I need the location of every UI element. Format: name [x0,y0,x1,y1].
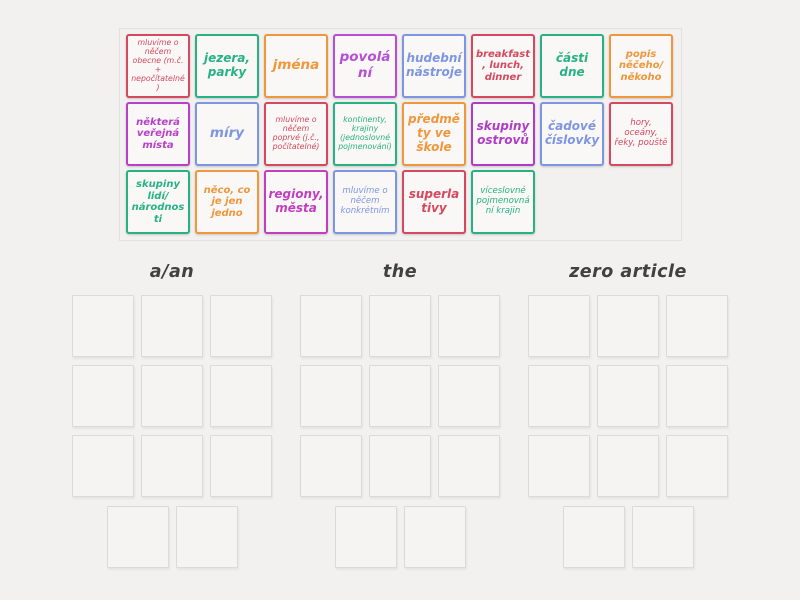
drop-slot[interactable] [666,365,728,427]
drop-slot[interactable] [72,435,134,497]
sort-card[interactable]: jména [264,34,328,98]
drop-slot[interactable] [141,295,203,357]
drop-slot[interactable] [141,365,203,427]
drop-slot[interactable] [141,435,203,497]
sort-card[interactable]: předměty ve škole [402,102,466,166]
sort-card[interactable]: mluvíme o něčem obecne (m.č. + nepočítat… [126,34,190,98]
drop-slot[interactable] [528,435,590,497]
sort-card[interactable]: skupiny ostrovů [471,102,535,166]
slot-grid [300,295,500,497]
sort-card[interactable]: mluvíme o něčem konkrétním [333,170,397,234]
drop-slot[interactable] [666,435,728,497]
sort-card[interactable]: hudební nástroje [402,34,466,98]
slot-extra-row [72,506,272,568]
drop-slot[interactable] [562,506,625,568]
category-header-the: the [382,262,418,282]
sort-card[interactable]: části dne [540,34,604,98]
drop-slot[interactable] [597,295,659,357]
drop-slot[interactable] [666,295,728,357]
sort-card[interactable]: něco, co je jen jedno [195,170,259,234]
sort-card[interactable]: jezera, parky [195,34,259,98]
sort-card[interactable]: skupiny lidí/ národnosti [126,170,190,234]
pool-row: mluvíme o něčem obecne (m.č. + nepočítat… [126,34,675,98]
drop-slot[interactable] [528,295,590,357]
drop-slot[interactable] [438,295,500,357]
sort-card[interactable]: některá veřejná místa [126,102,190,166]
sort-card[interactable]: míry [195,102,259,166]
sort-card[interactable]: povolání [333,34,397,98]
drop-slot[interactable] [369,365,431,427]
sort-card[interactable]: regiony, města [264,170,328,234]
drop-slot[interactable] [369,435,431,497]
drop-slot[interactable] [300,435,362,497]
sort-card[interactable]: kontinenty, krajiny (jednoslovné pojmeno… [333,102,397,166]
sort-card[interactable]: víceslovné pojmenovnání krajin [471,170,535,234]
drop-slot[interactable] [210,365,272,427]
category-header-a-an: a/an [149,262,195,282]
drop-slot[interactable] [369,295,431,357]
drop-slot[interactable] [72,295,134,357]
drop-slot[interactable] [175,506,238,568]
sort-card[interactable]: mluvíme o něčem poprvé (j.č., počítateln… [264,102,328,166]
drop-group-the [300,295,500,568]
drop-slot[interactable] [210,295,272,357]
drop-group-zero-article [528,295,728,568]
pool-row: skupiny lidí/ národnosti něco, co je jen … [126,170,675,234]
drop-slot[interactable] [210,435,272,497]
drop-slot[interactable] [106,506,169,568]
slot-grid [528,295,728,497]
drop-slot[interactable] [334,506,397,568]
drop-slot[interactable] [438,435,500,497]
category-header-zero-article: zero article [569,262,687,282]
drop-slot[interactable] [300,365,362,427]
drop-slot[interactable] [72,365,134,427]
sort-card[interactable]: superlativy [402,170,466,234]
slot-grid [72,295,272,497]
sort-card[interactable]: breakfast, lunch, dinner [471,34,535,98]
sort-card[interactable]: čadové číslovky [540,102,604,166]
drop-group-a-an [72,295,272,568]
drop-slot[interactable] [438,365,500,427]
sort-card[interactable]: popis něčeho/ někoho [609,34,673,98]
drop-slot[interactable] [403,506,466,568]
drop-slot[interactable] [300,295,362,357]
slot-extra-row [300,506,500,568]
drop-slot[interactable] [597,365,659,427]
card-pool: mluvíme o něčem obecne (m.č. + nepočítat… [119,28,682,241]
drop-slot[interactable] [631,506,694,568]
drop-slot[interactable] [597,435,659,497]
slot-extra-row [528,506,728,568]
drop-slot[interactable] [528,365,590,427]
pool-row: některá veřejná místa míry mluvíme o něčem… [126,102,675,166]
sort-card[interactable]: hory, oceány, řeky, pouště [609,102,673,166]
